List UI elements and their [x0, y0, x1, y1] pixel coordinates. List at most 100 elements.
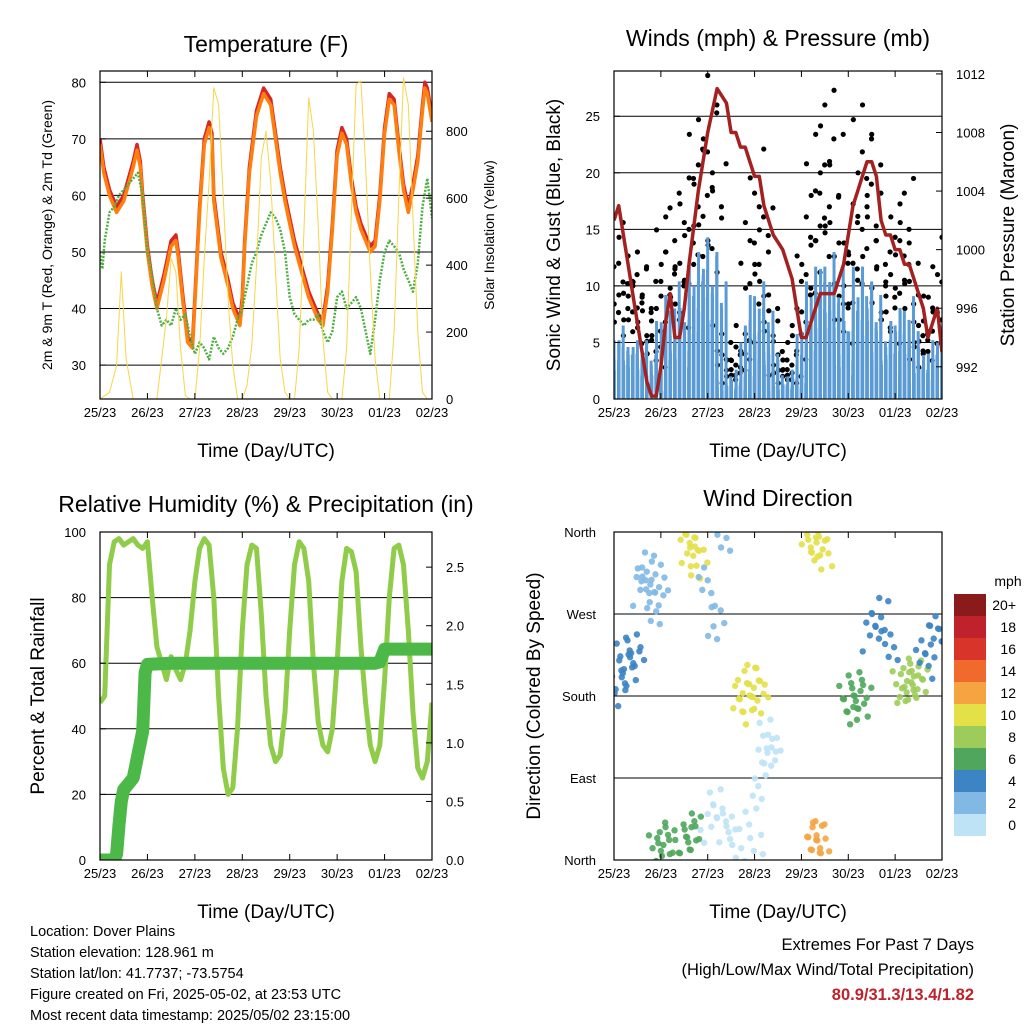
x-tick-label: 29/23	[785, 405, 818, 420]
gust-point	[784, 366, 790, 373]
direction-point	[911, 691, 919, 699]
gust-point	[925, 348, 931, 355]
gust-point	[831, 136, 837, 142]
gust-point	[733, 344, 739, 350]
gust-point	[887, 249, 893, 255]
direction-point	[750, 847, 758, 855]
colorbar-title: mph	[994, 573, 1021, 589]
gust-point	[869, 131, 875, 137]
gust-point	[614, 319, 617, 325]
gust-point	[733, 362, 739, 368]
gust-point	[799, 261, 805, 268]
gust-point	[756, 204, 762, 210]
x-tick-label: 02/23	[926, 405, 959, 420]
y2-tick-label: 0.5	[446, 794, 464, 809]
gust-point	[616, 292, 622, 298]
gust-point	[607, 295, 612, 300]
gust-point	[925, 337, 931, 343]
gust-point	[630, 329, 636, 335]
x-tick-label: 25/23	[84, 866, 117, 881]
direction-point	[885, 653, 892, 661]
direction-point	[849, 685, 856, 692]
gust-point	[910, 175, 917, 182]
direction-point	[683, 550, 691, 557]
gust-point	[925, 294, 931, 300]
gust-point	[921, 293, 927, 299]
direction-point	[738, 844, 745, 852]
gust-point	[897, 219, 903, 226]
direction-point	[859, 681, 867, 689]
gust-point	[826, 253, 832, 260]
direction-point	[706, 789, 714, 796]
x-tick-label: 26/23	[645, 866, 678, 881]
gust-point	[892, 252, 899, 258]
winds-xlabel: Time (Day/UTC)	[709, 441, 847, 462]
direction-point	[643, 604, 651, 612]
direction-point	[753, 664, 760, 672]
direction-point	[864, 713, 871, 720]
direction-point	[614, 702, 622, 710]
direction-point	[661, 574, 668, 581]
direction-point	[757, 831, 765, 839]
y2-tick-label: 600	[446, 191, 468, 206]
direction-point	[906, 669, 913, 676]
gust-point	[817, 123, 824, 129]
y-tick-label: West	[567, 607, 597, 622]
direction-point	[765, 694, 772, 701]
direction-point	[719, 805, 726, 812]
direction-point	[717, 607, 724, 614]
gust-point	[836, 240, 842, 246]
colorbar-swatch	[954, 726, 986, 748]
y-tick-label: 60	[72, 656, 86, 671]
direction-point	[898, 685, 906, 692]
colorbar-label: 18	[1000, 619, 1016, 635]
gust-point	[868, 181, 874, 187]
colorbar-label: 20+	[992, 597, 1016, 613]
y2-tick-label: 1008	[956, 126, 985, 141]
y-tick-label: East	[570, 771, 596, 786]
direction-point	[863, 619, 870, 626]
winds-frame	[613, 70, 943, 400]
gust-point	[878, 162, 884, 168]
direction-point	[729, 841, 736, 849]
direction-point	[840, 696, 848, 703]
gust-point	[845, 301, 852, 307]
direction-point	[726, 547, 734, 554]
direction-point	[614, 686, 619, 693]
direction-point	[762, 772, 769, 779]
gust-point	[653, 227, 660, 233]
gust-point	[803, 161, 810, 167]
gust-point	[892, 305, 898, 311]
direction-point	[896, 693, 904, 701]
direction-point	[817, 850, 825, 857]
direction-point	[754, 697, 761, 704]
gust-point	[747, 281, 753, 287]
direction-point	[637, 586, 644, 594]
direction-point	[660, 592, 667, 599]
direction-point	[929, 675, 936, 682]
direction-point	[868, 610, 876, 618]
temperature-xlabel: Time (Day/UTC)	[197, 441, 335, 462]
direction-point	[641, 549, 649, 556]
y2-tick-label: 992	[956, 360, 978, 375]
x-tick-label: 30/23	[832, 866, 865, 881]
gust-point	[859, 149, 865, 155]
direction-point	[764, 731, 772, 738]
extremes-subheading: (High/Low/Max Wind/Total Precipitation)	[681, 961, 974, 979]
gust-point	[850, 260, 856, 266]
temperature-series-line	[100, 80, 432, 345]
direction-point	[736, 825, 743, 833]
gust-point	[939, 279, 942, 285]
direction-point	[713, 814, 721, 822]
direction-point	[730, 705, 737, 712]
direction-point	[761, 681, 768, 688]
gust-point	[944, 325, 949, 330]
direction-point	[825, 848, 833, 855]
x-tick-label: 27/23	[179, 866, 212, 881]
direction-point	[748, 706, 756, 714]
gust-point	[902, 281, 908, 287]
direction-point	[755, 746, 762, 753]
gust-point	[930, 305, 936, 311]
direction-point	[931, 654, 938, 661]
direction-point	[742, 721, 750, 728]
